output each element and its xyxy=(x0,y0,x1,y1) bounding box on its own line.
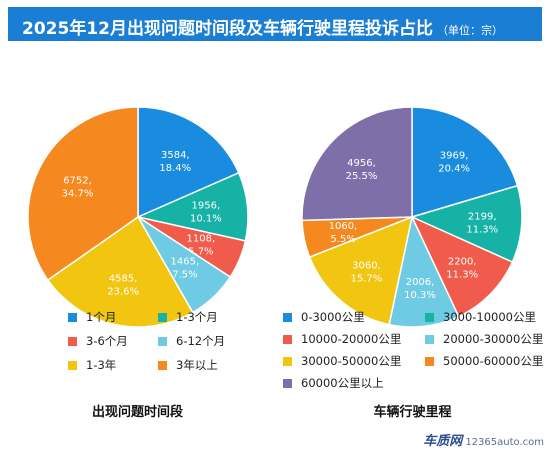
legend-swatch xyxy=(283,334,292,344)
slice-data-label-1: 2199, 11.3% xyxy=(466,212,498,236)
legend-item-0: 0-3000公里 xyxy=(283,308,365,326)
slice-data-label-3: 1465, 7.5% xyxy=(171,257,200,281)
legend-item-2: 3-6个月 xyxy=(68,332,128,350)
legend-item-5: 50000-60000公里 xyxy=(425,352,543,370)
pie-panel-mileage: 3969, 20.4% 2199, 11.3% 2200, 11.3% 2006, 10.3%… xyxy=(275,58,550,453)
pie-slice-4 xyxy=(46,215,194,328)
legend-item-1: 3000-10000公里 xyxy=(425,308,536,326)
slice-data-label-2: 1108, 5.7% xyxy=(187,233,216,257)
slice-data-label-0: 3969, 20.4% xyxy=(438,151,470,175)
pie-chart-problem-time: 3584, 18.4% 1956, 10.1% 1108, 5.7%1465, 7.5% 45… xyxy=(27,106,249,328)
legend-label: 3年以上 xyxy=(176,358,218,372)
legend-swatch xyxy=(425,334,434,344)
slice-data-label-1: 1956, 10.1% xyxy=(190,200,222,224)
legend-swatch xyxy=(283,312,292,322)
legend-swatch xyxy=(68,312,77,322)
pie-slice-0 xyxy=(137,106,240,219)
legend-label: 50000-60000公里 xyxy=(443,354,544,368)
legend-item-0: 1个月 xyxy=(68,308,116,326)
legend-item-3: 20000-30000公里 xyxy=(425,330,543,348)
legend-item-5: 3年以上 xyxy=(158,356,218,374)
chart-title: 2025年12月出现问题时间段及车辆行驶里程投诉占比 （单位：宗） xyxy=(22,14,503,39)
slice-data-label-6: 4956, 25.5% xyxy=(346,158,378,182)
slice-data-label-0: 3584, 18.4% xyxy=(159,150,191,174)
slice-data-label-5: 1060, 5.5% xyxy=(329,221,358,245)
pie-slice-4 xyxy=(308,215,414,326)
title-text: 2025年12月出现问题时间段及车辆行驶里程投诉占比 xyxy=(22,19,433,39)
slice-data-label-3: 2006, 10.3% xyxy=(404,277,436,301)
pie-chart-mileage: 3969, 20.4% 2199, 11.3% 2200, 11.3% 2006, 10.3%… xyxy=(301,106,523,328)
watermark: 车质网 12365auto.com xyxy=(423,430,544,449)
legend-item-3: 6-12个月 xyxy=(158,332,225,350)
pie-slice-2 xyxy=(410,215,514,318)
unit-label: （单位：宗） xyxy=(436,24,503,37)
pie-slice-5 xyxy=(27,106,139,282)
slice-data-label-5: 6752, 34.7% xyxy=(62,175,94,199)
legend-label: 0-3000公里 xyxy=(301,310,365,324)
pie-slice-1 xyxy=(409,184,523,264)
legend-label: 3-6个月 xyxy=(86,334,128,348)
chart-caption-problem-time: 出现问题时间段 xyxy=(91,405,183,420)
legend-swatch xyxy=(283,378,292,388)
legend-item-6: 60000公里以上 xyxy=(283,374,384,392)
legend-swatch xyxy=(68,336,77,346)
legend-label: 1-3个月 xyxy=(176,310,218,324)
chart-caption-mileage: 车辆行驶里程 xyxy=(373,405,452,420)
legend-item-1: 1-3个月 xyxy=(158,308,218,326)
legend-label: 10000-20000公里 xyxy=(301,332,402,346)
legend-item-4: 30000-50000公里 xyxy=(283,352,401,370)
legend-label: 60000公里以上 xyxy=(301,376,384,390)
legend-swatch xyxy=(158,336,167,346)
legend-label: 1个月 xyxy=(86,310,117,324)
watermark-brand: 车质网 xyxy=(423,434,463,449)
legend-label: 30000-50000公里 xyxy=(301,354,402,368)
pie-slice-6 xyxy=(301,106,413,222)
legend-item-2: 10000-20000公里 xyxy=(283,330,401,348)
legend-swatch xyxy=(158,360,167,370)
legend-label: 20000-30000公里 xyxy=(443,332,544,346)
pie-slice-0 xyxy=(411,106,519,219)
legend-label: 3000-10000公里 xyxy=(443,310,536,324)
slice-data-label-2: 2200, 11.3% xyxy=(446,256,478,280)
legend-swatch xyxy=(158,312,167,322)
legend-swatch xyxy=(68,360,77,370)
legend-swatch xyxy=(425,356,434,366)
legend-swatch xyxy=(283,356,292,366)
pie-panel-problem-time: 3584, 18.4% 1956, 10.1% 1108, 5.7% 1465, 7.5% 45… xyxy=(0,58,275,453)
legend-item-4: 1-3年 xyxy=(68,356,116,374)
legend-label: 6-12个月 xyxy=(176,334,226,348)
legend-swatch xyxy=(425,312,434,322)
slice-data-label-4: 4585, 23.6% xyxy=(107,274,139,298)
legend-label: 1-3年 xyxy=(86,358,117,372)
header-bar: 2025年12月出现问题时间段及车辆行驶里程投诉占比 （单位：宗） xyxy=(0,0,550,58)
watermark-site: 12365auto.com xyxy=(465,437,544,448)
title-banner: 2025年12月出现问题时间段及车辆行驶里程投诉占比 （单位：宗） xyxy=(8,7,542,41)
slice-data-label-4: 3060, 15.7% xyxy=(351,261,383,285)
